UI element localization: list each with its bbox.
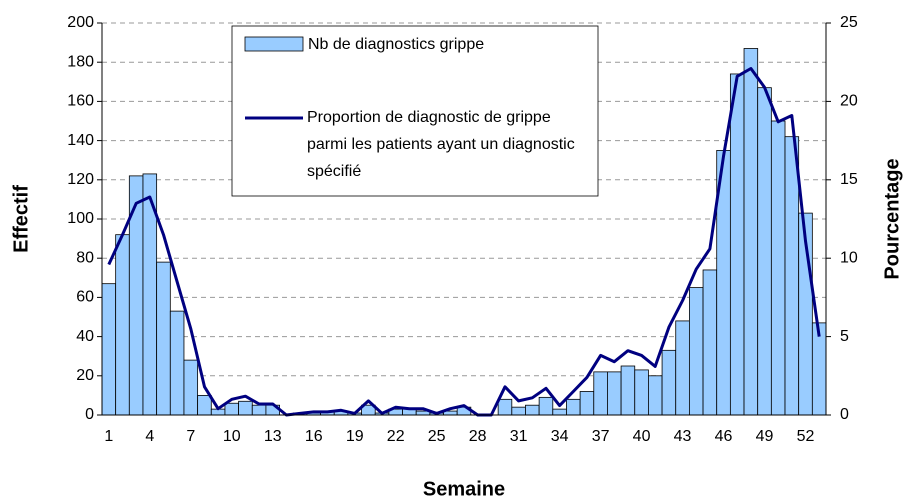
- bar: [197, 394, 212, 416]
- bar: [811, 322, 827, 416]
- bar: [729, 73, 745, 416]
- bar: [579, 391, 595, 416]
- bar: [169, 310, 185, 416]
- y-tick-label: 100: [67, 210, 94, 227]
- y2-tick-label: 5: [840, 328, 849, 345]
- x-tick-label: 19: [346, 428, 364, 445]
- bar: [251, 404, 267, 416]
- x-tick-label: 49: [756, 428, 774, 445]
- y2-tick-label: 15: [840, 171, 858, 188]
- y-tick-label: 0: [85, 406, 94, 423]
- x-tick-label: 37: [592, 428, 610, 445]
- y-axis-title: Effectif: [10, 185, 32, 253]
- legend-label: Nb de diagnostics grippe: [308, 36, 484, 53]
- x-tick-label: 46: [715, 428, 733, 445]
- y-tick-label: 80: [76, 249, 94, 266]
- legend-label: Proportion de diagnostic de grippe parmi…: [307, 109, 575, 180]
- bar: [593, 371, 608, 416]
- bar: [101, 283, 117, 416]
- bar: [757, 87, 772, 416]
- bar: [497, 398, 513, 416]
- bar: [620, 365, 636, 416]
- legend-box: [231, 25, 599, 197]
- bar: [634, 369, 649, 416]
- bar: [115, 234, 130, 416]
- y-tick-label: 120: [67, 171, 94, 188]
- y2-axis-title: Pourcentage: [881, 158, 903, 279]
- line: [107, 67, 821, 417]
- y2-tick-label: 20: [840, 93, 858, 110]
- bar: [770, 120, 786, 416]
- legend-swatch: [244, 36, 304, 52]
- bar: [183, 359, 199, 416]
- y2-tick-label: 25: [840, 14, 858, 31]
- y-tick-label: 180: [67, 53, 94, 70]
- bar: [688, 287, 704, 416]
- bar: [648, 375, 663, 416]
- bar: [525, 404, 540, 416]
- bar: [156, 261, 171, 416]
- bar: [566, 398, 581, 416]
- x-tick-label: 7: [186, 428, 195, 445]
- y-tick-label: 60: [76, 289, 94, 306]
- y-tick-label: 160: [67, 93, 94, 110]
- x-axis-title: Semaine: [423, 478, 505, 500]
- bar: [538, 396, 554, 416]
- bar: [784, 136, 800, 416]
- y-tick-label: 40: [76, 328, 94, 345]
- bar: [661, 349, 677, 416]
- x-tick-label: 1: [104, 428, 113, 445]
- x-tick-label: 52: [797, 428, 815, 445]
- bar: [238, 400, 253, 416]
- bar: [675, 320, 690, 416]
- x-tick-label: 22: [387, 428, 405, 445]
- x-tick-label: 10: [223, 428, 241, 445]
- y-tick-label: 140: [67, 132, 94, 149]
- bar: [511, 406, 526, 416]
- y2-tick-label: 0: [840, 406, 849, 423]
- bar: [702, 269, 718, 416]
- x-tick-label: 31: [510, 428, 528, 445]
- x-tick-label: 13: [264, 428, 282, 445]
- y-tick-label: 200: [67, 14, 94, 31]
- x-tick-label: 16: [305, 428, 323, 445]
- bar: [552, 408, 567, 416]
- x-tick-label: 28: [469, 428, 487, 445]
- x-tick-label: 4: [145, 428, 154, 445]
- x-tick-label: 34: [551, 428, 569, 445]
- x-tick-label: 25: [428, 428, 446, 445]
- x-tick-label: 43: [674, 428, 692, 445]
- y-tick-label: 20: [76, 367, 94, 384]
- x-tick-label: 40: [633, 428, 651, 445]
- bar: [607, 371, 622, 416]
- bar: [224, 402, 240, 416]
- y2-tick-label: 10: [840, 249, 858, 266]
- bar: [743, 48, 759, 416]
